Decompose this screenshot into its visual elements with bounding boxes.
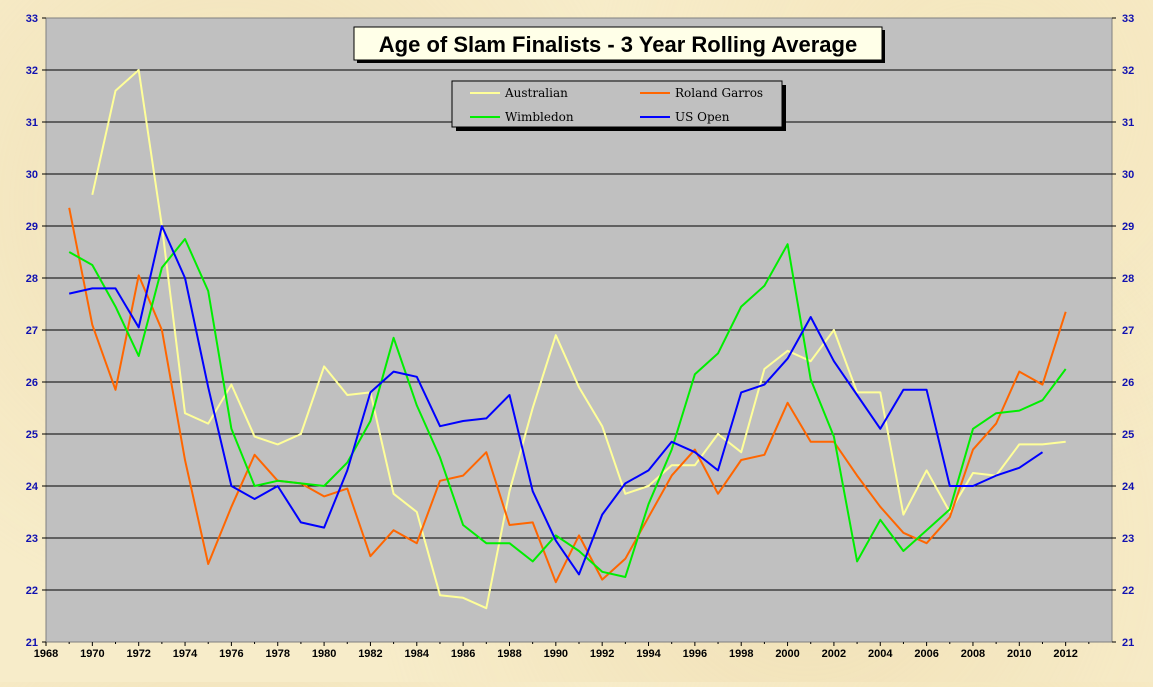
y-tick-label-left: 23 <box>26 533 38 545</box>
y-tick-label-left: 32 <box>26 65 38 77</box>
x-tick-label: 2006 <box>914 648 938 660</box>
x-tick-label: 1978 <box>265 648 289 660</box>
y-tick-label-right: 22 <box>1122 585 1134 597</box>
y-axis-right: 21 22 23 24 25 26 27 28 29 30 31 32 33 <box>1112 13 1135 649</box>
x-tick-label: 1994 <box>636 648 661 660</box>
y-tick-label-left: 27 <box>26 325 38 337</box>
y-tick-label-right: 32 <box>1122 65 1134 77</box>
x-tick-label: 1972 <box>126 648 150 660</box>
series-line-us-open <box>68 225 1044 576</box>
y-tick-label-right: 21 <box>1122 637 1134 649</box>
y-tick-label-right: 31 <box>1122 117 1134 129</box>
y-tick-label-right: 33 <box>1122 13 1134 25</box>
y-tick-label-left: 22 <box>26 585 38 597</box>
legend-label-australian: Australian <box>504 86 568 100</box>
x-tick-label: 1992 <box>590 648 614 660</box>
y-tick-label-right: 24 <box>1122 481 1135 493</box>
x-tick-label: 1968 <box>34 648 58 660</box>
y-tick-label-right: 29 <box>1122 221 1134 233</box>
x-tick-label: 1986 <box>451 648 475 660</box>
legend-label-wimbledon: Wimbledon <box>505 110 574 124</box>
x-tick-label: 1970 <box>80 648 104 660</box>
series-lines <box>68 69 1067 610</box>
y-tick-label-left: 28 <box>26 273 38 285</box>
y-tick-label-left: 26 <box>26 377 38 389</box>
x-tick-label: 1980 <box>312 648 336 660</box>
y-tick-label-right: 27 <box>1122 325 1134 337</box>
y-tick-label-left: 29 <box>26 221 38 233</box>
x-tick-label: 1984 <box>405 648 430 660</box>
x-tick-label: 1976 <box>219 648 243 660</box>
y-tick-label-right: 23 <box>1122 533 1134 545</box>
y-tick-label-left: 25 <box>26 429 38 441</box>
x-tick-label: 1982 <box>358 648 382 660</box>
y-tick-label-right: 30 <box>1122 169 1134 181</box>
y-axis-left: 21 22 23 24 25 26 27 28 29 30 31 32 33 <box>26 13 46 649</box>
legend-label-us-open: US Open <box>675 110 730 124</box>
y-tick-label-right: 26 <box>1122 377 1134 389</box>
y-tick-label-left: 31 <box>26 117 38 129</box>
y-tick-label-right: 25 <box>1122 429 1134 441</box>
y-tick-label-left: 24 <box>26 481 39 493</box>
x-tick-label: 2012 <box>1053 648 1077 660</box>
x-tick-label: 1998 <box>729 648 753 660</box>
x-tick-label: 2004 <box>868 648 893 660</box>
y-tick-label-left: 21 <box>26 637 38 649</box>
chart-title: Age of Slam Finalists - 3 Year Rolling A… <box>379 32 857 57</box>
legend: Australian Roland Garros Wimbledon US Open <box>451 80 786 131</box>
x-axis: 1968 1970 1972 1974 1976 1978 1980 1982 1984 1986… <box>34 642 1090 660</box>
x-tick-label: 1996 <box>683 648 707 660</box>
x-tick-label: 1990 <box>544 648 568 660</box>
x-tick-label: 2000 <box>775 648 799 660</box>
y-tick-label-left: 30 <box>26 169 38 181</box>
legend-label-roland-garros: Roland Garros <box>675 86 763 100</box>
chart-title-box: Age of Slam Finalists - 3 Year Rolling A… <box>353 26 885 63</box>
x-tick-label: 2008 <box>961 648 985 660</box>
x-tick-label: 1988 <box>497 648 521 660</box>
x-tick-label: 1974 <box>173 648 198 660</box>
series-line-australian <box>91 69 1066 610</box>
x-tick-label: 2002 <box>822 648 846 660</box>
x-tick-label: 2010 <box>1007 648 1031 660</box>
y-tick-label-right: 28 <box>1122 273 1134 285</box>
series-line-wimbledon <box>68 238 1067 578</box>
y-tick-label-left: 33 <box>26 13 38 25</box>
